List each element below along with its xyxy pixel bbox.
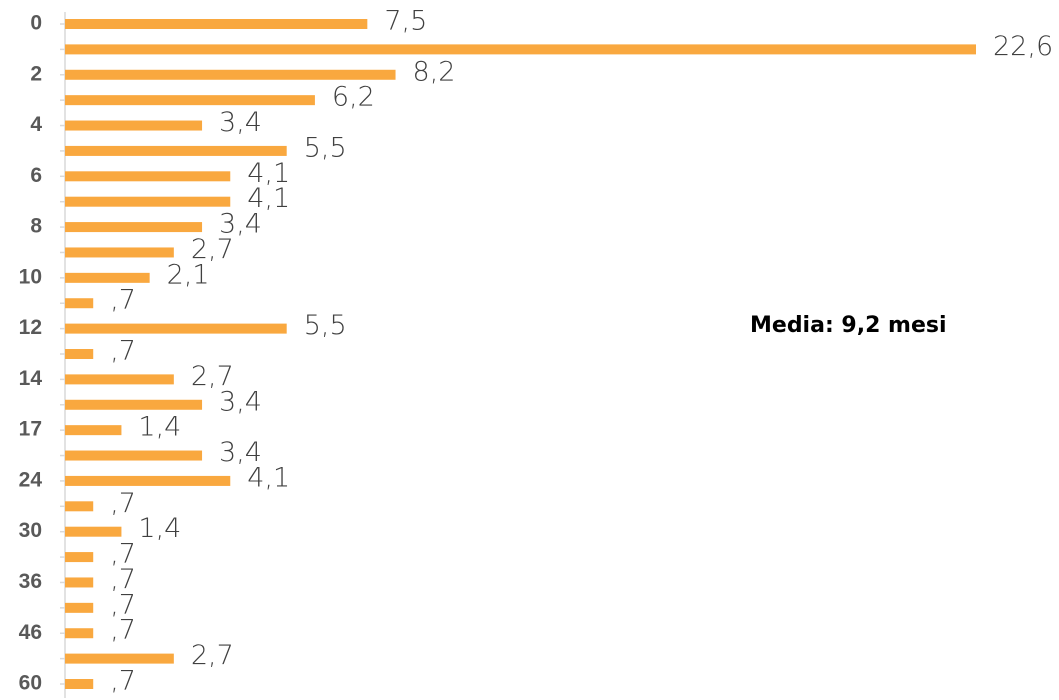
bar [65,526,122,537]
bar [65,196,231,207]
data-label: 5,5 [304,132,347,163]
bar [65,19,368,29]
data-label: ,7 [110,488,136,519]
data-label: 2,7 [191,361,234,392]
data-label: 2,7 [191,234,234,265]
bar [65,425,122,436]
data-label: 4,1 [247,158,290,189]
y-tick-label: 17 [19,418,42,441]
bar [65,602,94,613]
data-label: 5,5 [304,310,347,341]
data-label: 2,1 [167,259,210,290]
bar [65,95,315,106]
y-tick-label: 36 [19,570,42,593]
data-label: 3,4 [219,209,262,240]
y-tick-label: 8 [30,215,42,238]
bar [65,475,231,486]
y-tick-label: 10 [19,265,42,288]
y-tick-label: 4 [30,113,42,136]
y-tick-label: 24 [19,468,43,491]
y-tick-label: 0 [30,12,42,35]
bar [65,323,287,334]
bar [65,145,287,156]
bar [65,298,94,309]
y-tick-label: 12 [19,316,42,339]
bar [65,399,203,410]
bar [65,272,150,283]
bar [65,222,203,233]
bar [65,374,174,385]
bar [65,120,203,131]
bar [65,653,174,664]
bar [65,44,976,55]
data-label: ,7 [110,539,136,570]
data-label: ,7 [110,285,136,316]
data-label: 1,4 [138,412,181,443]
annotation: Media: 9,2 mesi [750,313,947,338]
data-label: ,7 [110,615,136,646]
bar [65,247,174,258]
data-label: ,7 [110,666,136,697]
bar [65,679,94,689]
bar [65,577,94,588]
data-label: 4,1 [247,462,290,493]
data-label: 7,5 [384,6,427,37]
data-label: 22,6 [993,31,1053,62]
data-label: 3,4 [219,107,262,138]
data-label: 4,1 [247,183,290,214]
y-tick-label: 6 [30,164,42,187]
bar [65,69,396,80]
data-label: 8,2 [413,56,456,87]
y-tick-label: 46 [19,621,42,644]
y-tick-label: 30 [19,519,42,542]
data-label: 3,4 [219,437,262,468]
bar [65,171,231,182]
y-tick-label: 2 [30,62,42,85]
bar [65,552,94,563]
bar [65,628,94,639]
data-label: 3,4 [219,386,262,417]
data-label: ,7 [110,564,136,595]
y-tick-label: 14 [19,367,43,390]
data-label: 1,4 [138,513,181,544]
data-label: ,7 [110,589,136,620]
data-label: 6,2 [332,82,375,113]
data-label: ,7 [110,336,136,367]
y-tick-label: 60 [19,672,42,695]
bar [65,501,94,512]
bar [65,450,203,461]
bar [65,349,94,359]
data-label: 2,7 [191,640,234,671]
